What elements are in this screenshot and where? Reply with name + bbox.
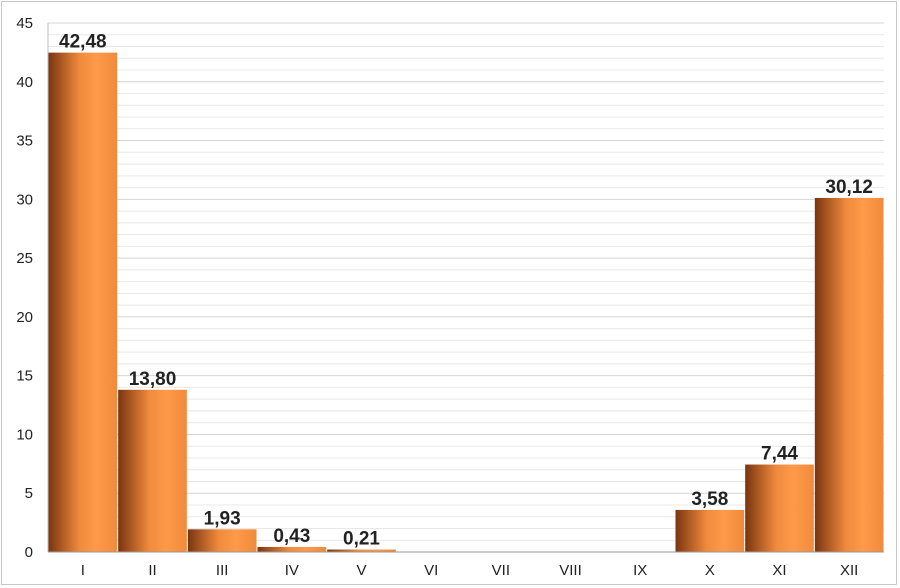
bar-I (48, 52, 118, 553)
data-label-X: 3,58 (691, 489, 728, 510)
data-label-IV: 0,43 (273, 526, 310, 547)
bar-IV (257, 546, 327, 552)
data-label-II: 13,80 (129, 369, 177, 390)
x-tick-label-VIII: VIII (559, 562, 582, 579)
y-tick-label: 20 (16, 309, 33, 326)
y-tick-label: 25 (16, 250, 33, 267)
x-tick-label-XII: XII (840, 562, 858, 579)
bar-II (118, 389, 187, 552)
y-tick-label: 35 (16, 133, 33, 150)
data-label-I: 42,48 (59, 32, 107, 53)
data-label-III: 1,93 (204, 508, 241, 529)
x-tick-label-VI: VI (424, 562, 438, 579)
y-tick-label: 40 (16, 74, 33, 91)
y-tick-label: 5 (25, 485, 33, 502)
y-tick-label: 10 (16, 426, 33, 443)
x-tick-label-IX: IX (633, 562, 647, 579)
x-tick-label-X: X (705, 562, 715, 579)
x-tick-label-IV: IV (285, 562, 299, 579)
bar-XI (745, 464, 814, 552)
x-tick-label-II: II (148, 562, 156, 579)
x-tick-label-VII: VII (492, 562, 510, 579)
x-tick-label-I: I (81, 562, 85, 579)
x-tick-label-XI: XI (772, 562, 786, 579)
axes (47, 23, 884, 553)
labels: 0 5 10 15 20 25 30 35 40 45 42,48 I 13,80 II 1,93 III 0,… (16, 15, 873, 579)
bar-V (327, 549, 396, 552)
y-tick-label: 30 (16, 191, 33, 208)
data-label-XII: 30,12 (825, 177, 873, 198)
bar-X (675, 509, 745, 552)
bar-III (187, 529, 257, 552)
bar-XII (814, 197, 884, 552)
x-tick-label-III: III (216, 562, 229, 579)
y-tick-label: 15 (16, 368, 33, 385)
bars (48, 52, 884, 553)
x-tick-label-V: V (356, 562, 366, 579)
y-tick-label: 0 (25, 544, 33, 561)
gridlines (48, 22, 884, 553)
data-label-XI: 7,44 (761, 444, 798, 465)
data-label-V: 0,21 (343, 529, 380, 550)
y-tick-label: 45 (16, 15, 33, 32)
